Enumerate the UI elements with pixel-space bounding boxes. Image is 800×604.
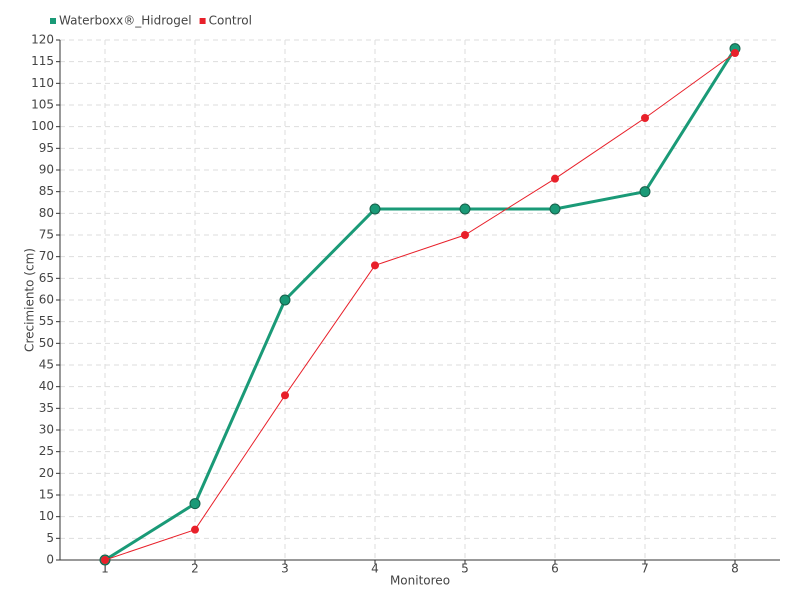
- point: [641, 114, 649, 122]
- x-tick-label: 4: [371, 562, 379, 576]
- x-tick-label: 3: [281, 562, 289, 576]
- y-tick-label: 15: [39, 488, 54, 502]
- point: [189, 498, 201, 510]
- point: [551, 174, 559, 183]
- x-tick-label: 6: [551, 562, 559, 576]
- y-tick-label: 80: [39, 206, 54, 220]
- legend-swatch: [50, 18, 56, 24]
- point: [459, 203, 471, 215]
- y-tick-label: 40: [39, 379, 54, 393]
- point: [101, 556, 109, 564]
- legend-label: Waterboxx®_Hidrogel: [59, 14, 192, 28]
- x-tick-label: 1: [101, 562, 109, 576]
- series-line: [104, 52, 736, 561]
- y-tick-label: 0: [46, 553, 54, 567]
- x-tick-label: 2: [191, 562, 199, 576]
- y-tick-label: 75: [39, 228, 54, 242]
- y-tick-label: 100: [31, 119, 54, 133]
- y-tick-label: 105: [31, 98, 54, 112]
- point: [371, 261, 379, 270]
- y-axis-label: Crecimiento (cm): [23, 248, 37, 352]
- point: [461, 231, 469, 239]
- y-tick-label: 60: [39, 293, 54, 307]
- point: [549, 203, 561, 215]
- x-tick-label: 8: [731, 562, 739, 576]
- y-tick-label: 95: [39, 141, 54, 155]
- x-tick-label: 7: [641, 562, 649, 576]
- y-tick-label: 65: [39, 271, 54, 285]
- point: [279, 294, 291, 306]
- y-tick-label: 90: [39, 163, 54, 177]
- point: [731, 49, 739, 57]
- series-line: [104, 47, 737, 562]
- y-tick-label: 85: [39, 184, 54, 198]
- y-tick-label: 35: [39, 401, 54, 415]
- legend-swatch: [199, 18, 206, 24]
- y-tick-label: 20: [39, 466, 54, 480]
- y-tick-label: 55: [39, 314, 54, 328]
- y-tick-label: 25: [39, 444, 54, 458]
- legend-label: Control: [209, 14, 252, 28]
- point: [369, 203, 381, 215]
- y-tick-label: 115: [31, 54, 54, 68]
- y-tick-label: 45: [39, 358, 54, 372]
- y-tick-label: 10: [39, 509, 54, 523]
- point: [639, 186, 651, 198]
- point: [281, 391, 289, 400]
- x-tick-label: 5: [461, 562, 469, 576]
- y-tick-label: 50: [39, 336, 54, 350]
- y-tick-label: 120: [31, 33, 54, 47]
- y-tick-label: 70: [39, 249, 54, 263]
- y-tick-label: 30: [39, 423, 54, 437]
- y-tick-label: 110: [31, 76, 54, 90]
- y-tick-label: 5: [46, 531, 54, 545]
- x-axis-label: Monitoreo: [390, 574, 450, 588]
- point: [191, 525, 199, 534]
